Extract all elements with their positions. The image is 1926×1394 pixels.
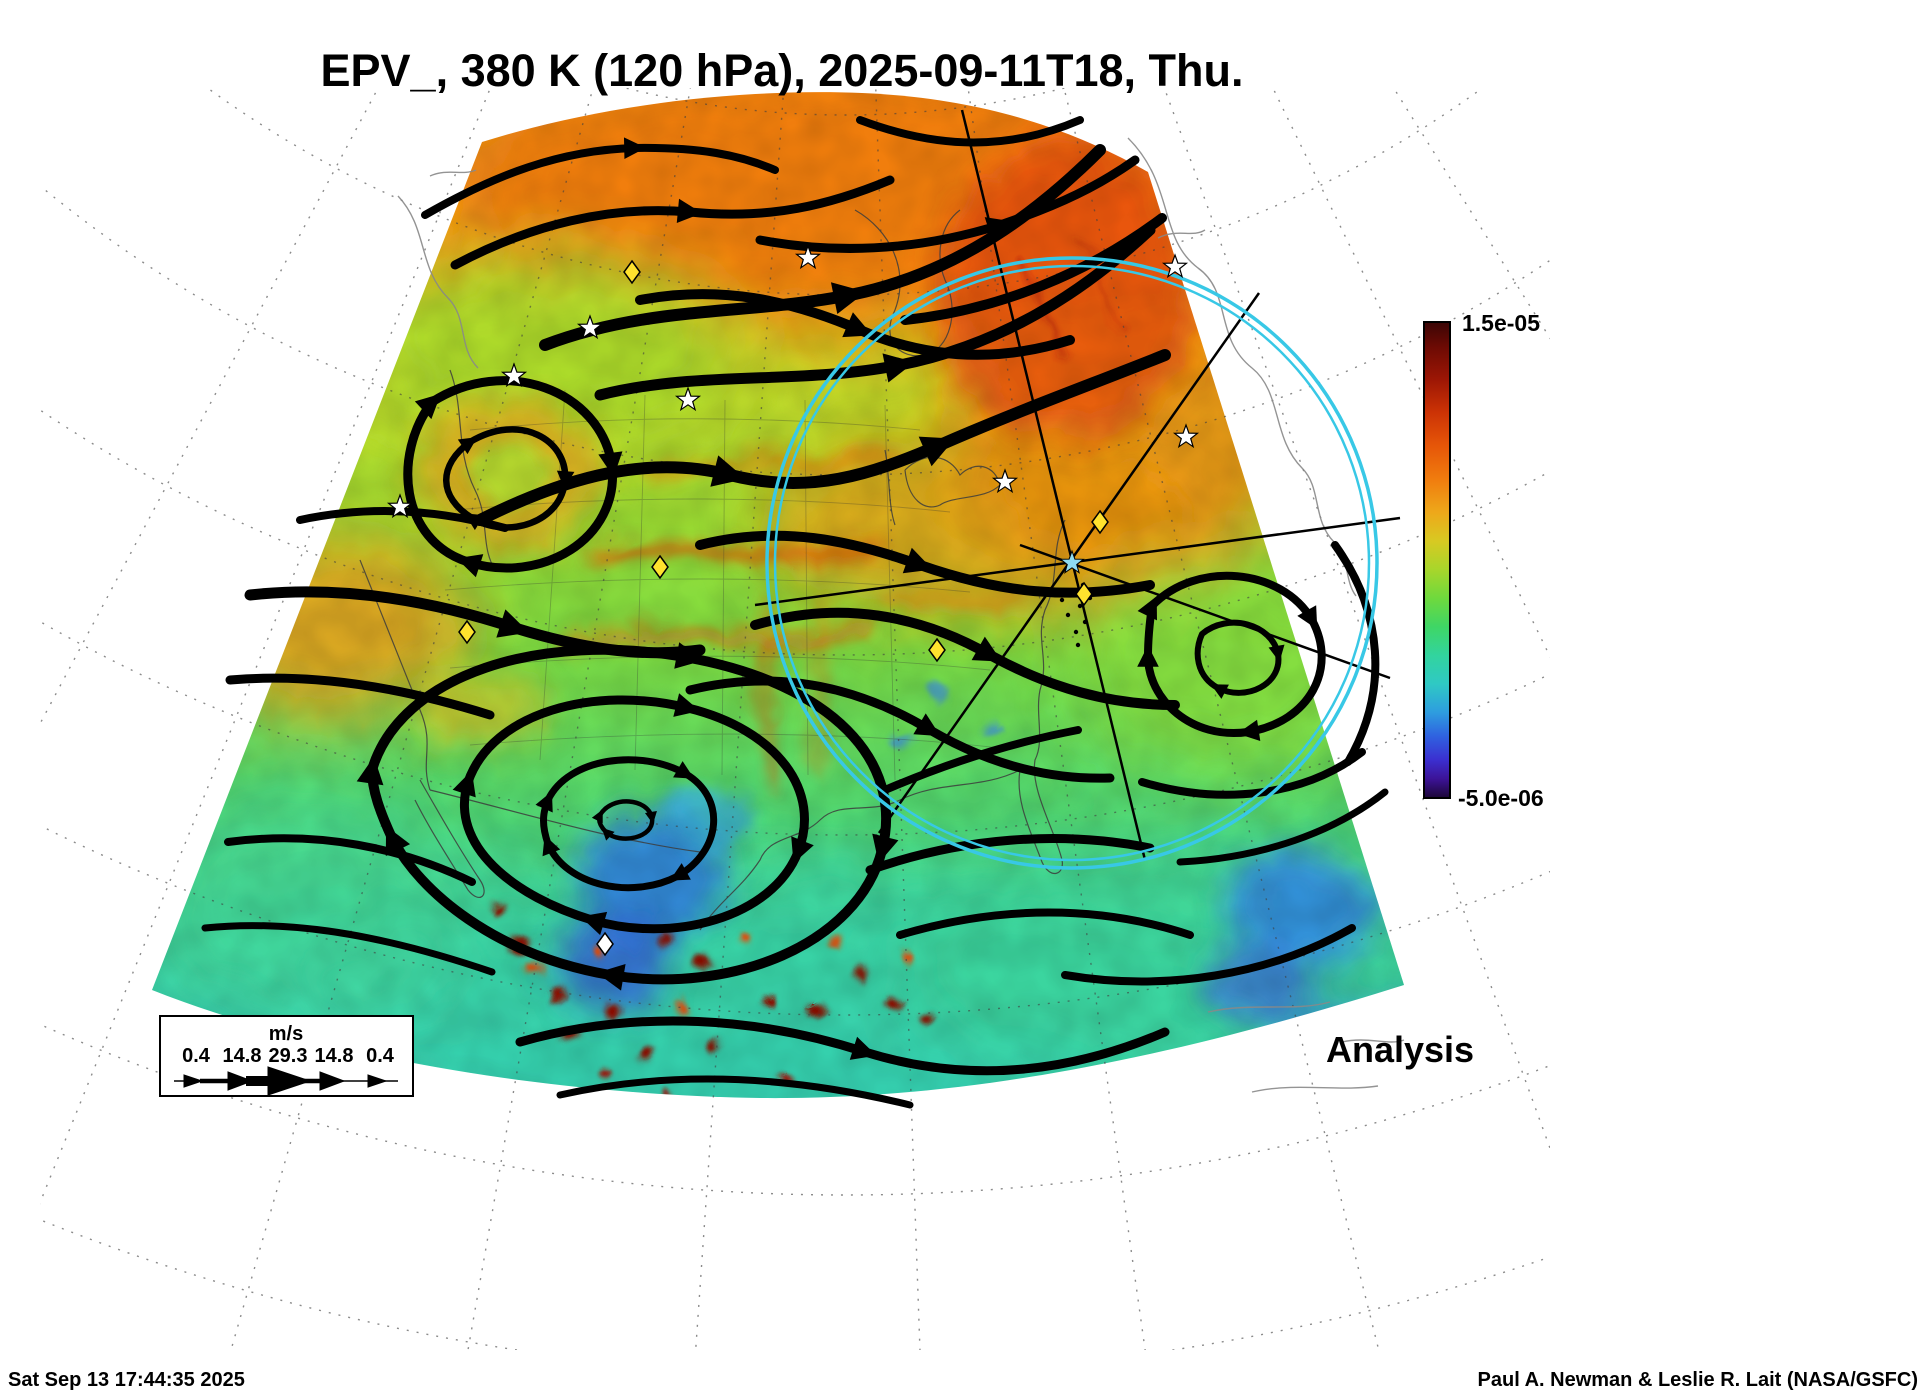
colorbar-border (1423, 321, 1451, 799)
analysis-label: Analysis (1326, 1029, 1474, 1070)
plot-title: EPV_, 380 K (120 hPa), 2025-09-11T18, Th… (321, 45, 1244, 96)
wind-speed-value: 0.4 (366, 1045, 395, 1067)
wind-legend-unit: m/s (269, 1023, 303, 1045)
colorbar: 1.5e-05 -5.0e-06 (1423, 310, 1544, 811)
wind-speed-value: 29.3 (269, 1045, 308, 1067)
epv-field-map (152, 92, 1404, 1099)
colorbar-min-label: -5.0e-06 (1458, 785, 1544, 811)
range-circle (765, 256, 1379, 870)
wind-speed-value: 14.8 (223, 1045, 262, 1067)
wind-speed-legend: m/s 0.4 14.8 29.3 14.8 0.4 (159, 1015, 414, 1097)
colorbar-gradient (1424, 322, 1450, 798)
wind-streamlines (201, 116, 1389, 1109)
wind-speed-value: 0.4 (182, 1045, 211, 1067)
footer-timestamp: Sat Sep 13 17:44:35 2025 (8, 1369, 245, 1391)
wind-legend-arrow-scale (174, 1066, 398, 1096)
footer-credit: Paul A. Newman & Leslie R. Lait (NASA/GS… (1478, 1369, 1918, 1391)
colorbar-max-label: 1.5e-05 (1462, 310, 1540, 336)
wind-speed-value: 14.8 (315, 1045, 354, 1067)
